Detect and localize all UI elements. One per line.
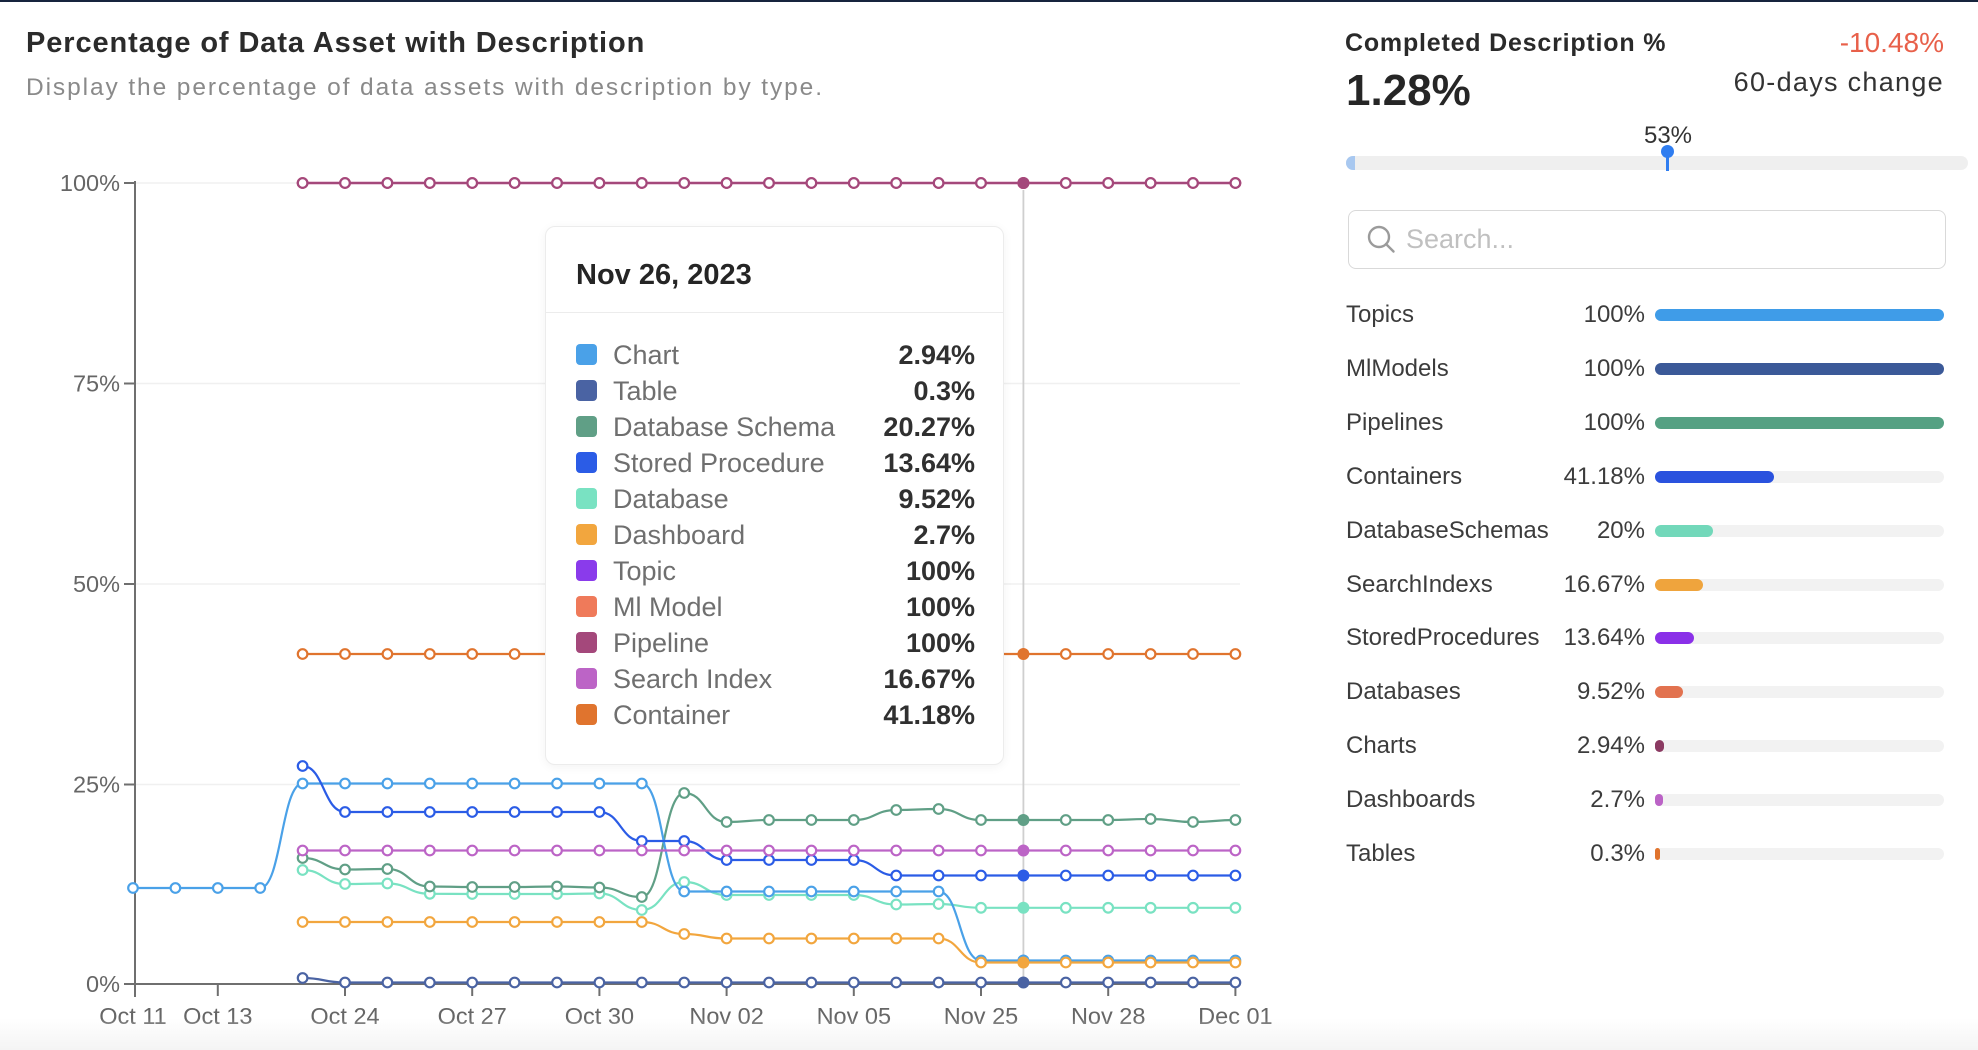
svg-text:100%: 100% <box>60 170 120 196</box>
svg-text:50%: 50% <box>73 571 120 597</box>
svg-text:75%: 75% <box>73 371 120 397</box>
svg-text:25%: 25% <box>73 772 120 798</box>
svg-text:0%: 0% <box>86 971 120 997</box>
